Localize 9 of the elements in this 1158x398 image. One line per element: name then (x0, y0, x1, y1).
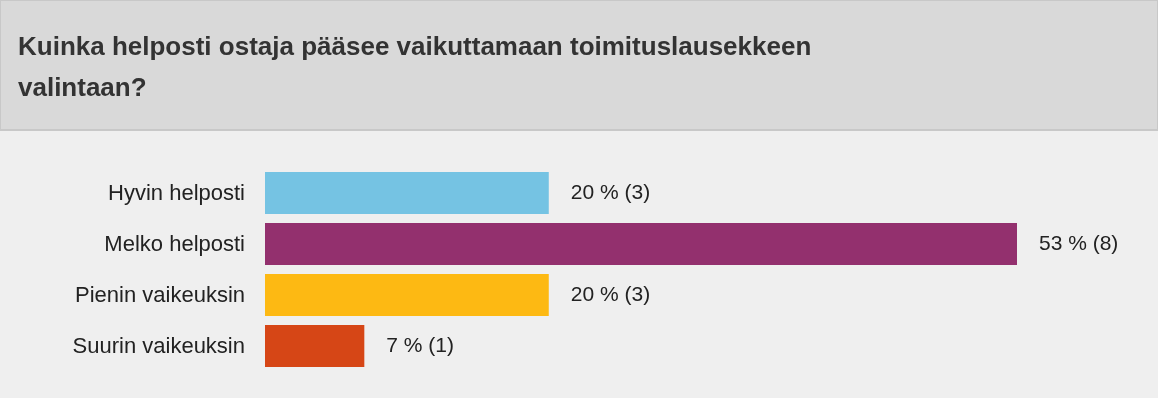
data-label: 53 % (8) (1039, 231, 1119, 254)
data-label: 20 % (3) (570, 180, 651, 203)
y-tick-label: Melko helposti (104, 231, 245, 256)
chart-title: Kuinka helposti ostaja pääsee vaikuttamaan toimituslausekkeen valintaan? (18, 31, 812, 102)
data-label: 20 % (3) (570, 282, 651, 305)
y-tick-label: Hyvin helposti (108, 180, 245, 205)
data-label: 7 % (1) (386, 333, 455, 356)
y-tick-label: Suurin vaikeuksin (72, 333, 245, 358)
y-tick-label: Pienin vaikeuksin (75, 282, 245, 307)
